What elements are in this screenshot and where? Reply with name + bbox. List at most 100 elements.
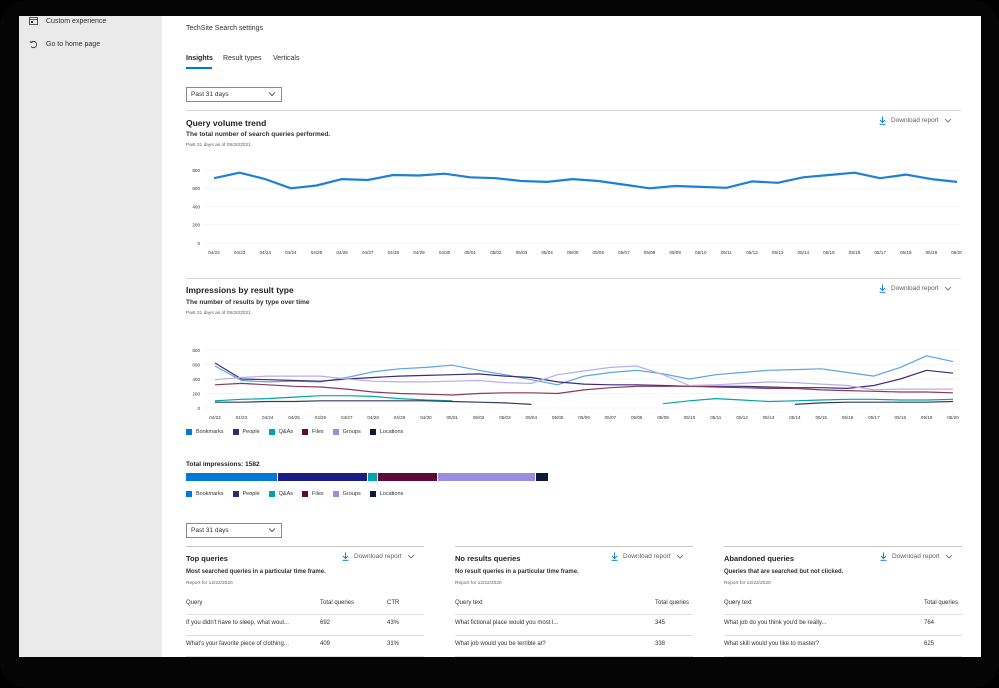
table-note: Report for 12/22/2020 bbox=[455, 581, 502, 586]
legend-label: Files bbox=[312, 429, 324, 435]
page-title: TechSite Search settings bbox=[186, 25, 264, 32]
legend-item[interactable]: Groups bbox=[332, 491, 361, 497]
x-tick-label: 05/05 bbox=[567, 250, 579, 255]
x-tick-label: 04/23 bbox=[234, 250, 246, 255]
legend-item[interactable]: Q&As bbox=[268, 491, 293, 497]
legend-label: Locations bbox=[379, 429, 404, 435]
chevron-down-icon bbox=[676, 554, 683, 559]
download-report-button[interactable]: Download report bbox=[611, 552, 684, 561]
total-bar-segment[interactable] bbox=[535, 473, 548, 481]
legend-item[interactable]: People bbox=[232, 491, 260, 497]
legend-item[interactable]: People bbox=[232, 429, 260, 435]
x-tick-label: 04/24 bbox=[262, 415, 274, 420]
query-cell[interactable]: What job do you think you'd be really... bbox=[724, 620, 827, 626]
total-bar-segment[interactable] bbox=[278, 473, 368, 481]
download-icon bbox=[879, 116, 886, 125]
sidebar-item-home[interactable]: Go to home page bbox=[29, 40, 100, 49]
x-tick-label: 04/29 bbox=[394, 415, 406, 420]
x-tick-label: 05/12 bbox=[736, 415, 748, 420]
query-cell[interactable]: What skill would you like to master? bbox=[724, 641, 820, 647]
x-tick-label: 05/06 bbox=[593, 250, 605, 255]
x-tick-label: 05/11 bbox=[710, 415, 722, 420]
divider bbox=[724, 614, 962, 615]
legend-label: Files bbox=[312, 491, 324, 497]
chevron-down-icon bbox=[268, 92, 276, 97]
total-bar-segment[interactable] bbox=[186, 473, 278, 481]
legend-item[interactable]: Bookmarks bbox=[186, 491, 224, 497]
x-tick-label: 05/06 bbox=[578, 415, 590, 420]
legend-label: Bookmarks bbox=[196, 429, 224, 435]
legend-swatch bbox=[232, 429, 239, 435]
table-subtitle: Most searched queries in a particular ti… bbox=[186, 569, 326, 575]
dropdown-value: Past 31 days bbox=[191, 527, 229, 534]
query-cell[interactable]: If you didn't have to sleep, what woul..… bbox=[186, 620, 289, 626]
divider bbox=[455, 546, 693, 547]
query-cell[interactable]: What job would you be terrible at? bbox=[455, 641, 546, 647]
table-title: Abandoned queries bbox=[724, 554, 795, 563]
legend-item[interactable]: Q&As bbox=[268, 429, 293, 435]
x-tick-label: 05/11 bbox=[721, 250, 733, 255]
sidebar-item-label: Custom experience bbox=[46, 17, 107, 25]
legend-swatch bbox=[369, 429, 376, 435]
query-volume-note: Past 31 days as of 05/20/2021 bbox=[186, 143, 251, 148]
total-bar-segment[interactable] bbox=[438, 473, 535, 481]
legend-swatch bbox=[186, 491, 192, 497]
total-impressions-bar bbox=[186, 473, 548, 481]
value-cell: 409 bbox=[320, 641, 331, 647]
query-cell[interactable]: What's your favorite piece of clothing..… bbox=[186, 641, 289, 647]
x-tick-label: 05/16 bbox=[842, 415, 854, 420]
legend-label: Locations bbox=[379, 491, 404, 497]
divider bbox=[455, 614, 693, 615]
date-range-dropdown-bottom[interactable]: Past 31 days bbox=[186, 523, 282, 538]
x-tick-label: 05/17 bbox=[874, 250, 886, 255]
query-cell[interactable]: What fictional place would you most l... bbox=[455, 620, 559, 626]
legend-label: Bookmarks bbox=[196, 491, 224, 497]
x-tick-label: 05/07 bbox=[605, 415, 617, 420]
total-bar-segment[interactable] bbox=[368, 473, 378, 481]
x-tick-label: 04/22 bbox=[209, 415, 221, 420]
sidebar-item-custom-experience[interactable]: Custom experience bbox=[29, 17, 106, 25]
chevron-down-icon bbox=[407, 554, 414, 559]
legend-item[interactable]: Locations bbox=[369, 491, 404, 497]
total-impressions-legend: Bookmarks People Q&As Files Groups Locations bbox=[186, 491, 403, 497]
x-tick-label: 04/30 bbox=[420, 415, 432, 420]
download-report-button[interactable]: Download report bbox=[342, 552, 415, 561]
query-volume-title: Query volume trend bbox=[186, 118, 267, 128]
legend-label: People bbox=[242, 429, 260, 435]
download-report-button[interactable]: Download report bbox=[879, 284, 952, 293]
download-report-button[interactable]: Download report bbox=[880, 552, 953, 561]
download-report-button[interactable]: Download report bbox=[879, 116, 952, 125]
legend-item[interactable]: Files bbox=[302, 491, 324, 497]
legend-item[interactable]: Files bbox=[302, 429, 324, 435]
column-header: Query text bbox=[724, 600, 752, 606]
x-tick-label: 05/10 bbox=[695, 250, 707, 255]
download-icon bbox=[880, 552, 887, 561]
x-tick-label: 05/19 bbox=[921, 415, 933, 420]
download-label: Download report bbox=[891, 117, 939, 124]
tab-verticals[interactable]: Verticals bbox=[273, 55, 300, 62]
x-tick-label: 04/30 bbox=[439, 250, 451, 255]
sidebar-item-label: Go to home page bbox=[46, 41, 101, 48]
series-line-people bbox=[214, 362, 954, 389]
tab-insights[interactable]: Insights bbox=[186, 55, 213, 62]
total-bar-segment[interactable] bbox=[378, 473, 438, 481]
x-tick-label: 05/13 bbox=[772, 250, 784, 255]
x-tick-label: 04/23 bbox=[236, 415, 248, 420]
y-tick-label: 800 bbox=[192, 348, 200, 353]
legend-item[interactable]: Locations bbox=[369, 429, 404, 435]
legend-swatch bbox=[268, 491, 275, 497]
impressions-legend: Bookmarks People Q&As Files Groups Locations bbox=[186, 429, 403, 435]
legend-item[interactable]: Groups bbox=[332, 429, 361, 435]
impressions-chart: 0 200 400 600 800 04/22 04/23 04/24 04/25 04/26 04… bbox=[192, 348, 960, 420]
legend-item[interactable]: Bookmarks bbox=[186, 429, 224, 435]
date-range-dropdown[interactable]: Past 31 days bbox=[186, 87, 282, 102]
table-subtitle: No result queries in a particular time f… bbox=[455, 569, 579, 575]
value-cell: 692 bbox=[320, 620, 331, 626]
x-tick-label: 05/12 bbox=[746, 250, 758, 255]
y-tick-label: 600 bbox=[192, 362, 200, 367]
divider bbox=[186, 656, 424, 657]
chevron-down-icon bbox=[268, 528, 276, 533]
column-header: CTR bbox=[387, 600, 400, 606]
tab-result-types[interactable]: Result types bbox=[223, 55, 262, 62]
sidebar: Custom experience Go to home page bbox=[19, 16, 162, 657]
